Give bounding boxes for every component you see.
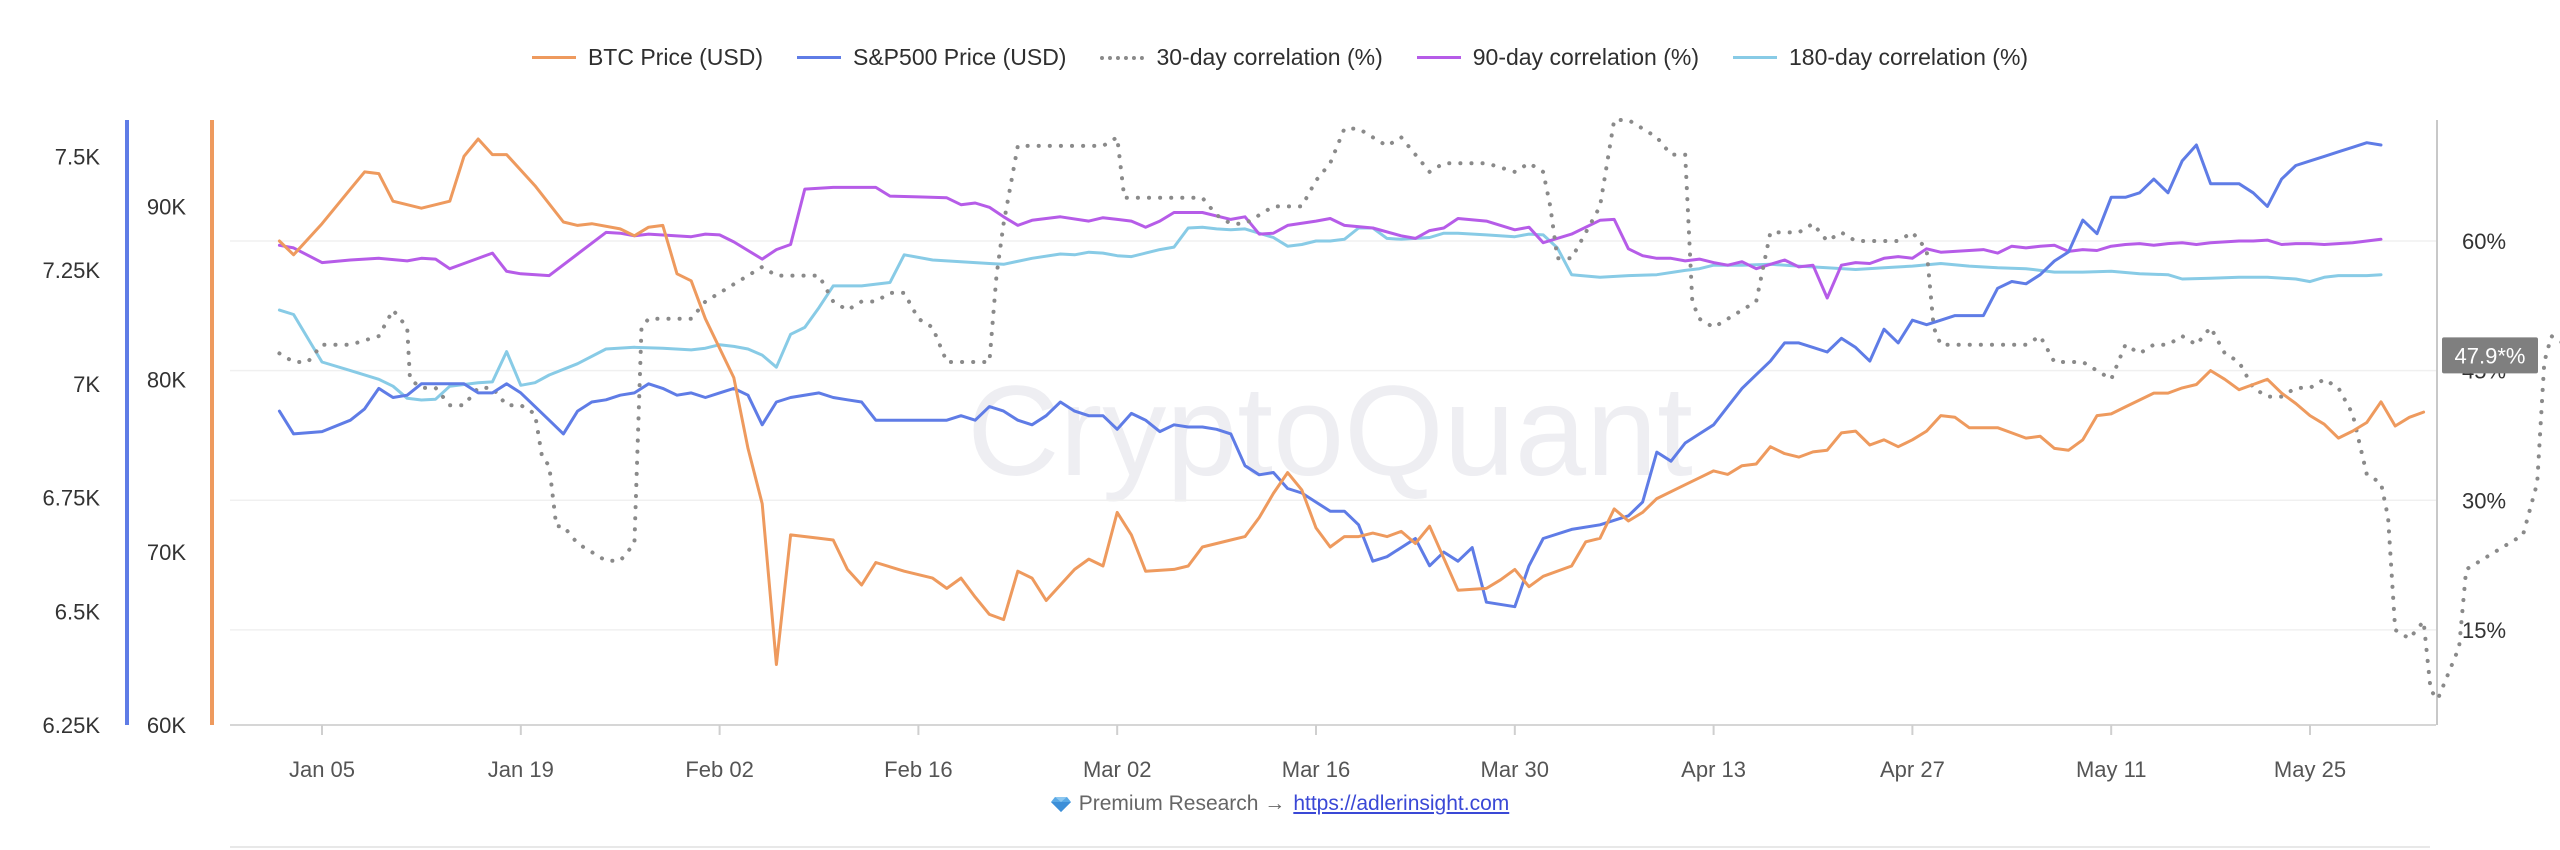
legend-label: 30-day correlation (%) bbox=[1156, 44, 1383, 70]
gridlines bbox=[230, 240, 2436, 631]
corr-axis-tick-label: 30% bbox=[2462, 488, 2506, 513]
current-value-badge bbox=[2442, 337, 2538, 374]
watermark: CryptoQuant bbox=[967, 360, 1693, 503]
sp500-axis-tick-label: 6.25K bbox=[43, 713, 101, 738]
chart-legend: BTC Price (USD) S&P500 Price (USD) 30-day … bbox=[0, 44, 2560, 71]
legend-swatch bbox=[1100, 55, 1145, 60]
x-axis-tick-label: Mar 16 bbox=[1282, 757, 1350, 782]
x-axis-tick-label: Jan 19 bbox=[488, 757, 554, 782]
value-labels: 47.9*% bbox=[2442, 337, 2538, 374]
sp500-axis-tick-label: 6.75K bbox=[43, 486, 101, 511]
btc-axis-tick-label: 80K bbox=[147, 367, 186, 392]
x-axis-tick-label: May 11 bbox=[2076, 757, 2147, 782]
footer-text: Premium Research → bbox=[1078, 792, 1286, 815]
legend-swatch bbox=[1733, 56, 1777, 59]
legend-swatch bbox=[797, 56, 841, 59]
legend-label: BTC Price (USD) bbox=[587, 44, 763, 70]
series-line-180-day-correlation bbox=[277, 225, 2383, 402]
btc-axis-tick-label: 90K bbox=[147, 194, 186, 219]
corr-axis-tick-label: 60% bbox=[2462, 229, 2506, 254]
series-group bbox=[277, 118, 2560, 702]
x-axis-tick-label: May 25 bbox=[2274, 757, 2346, 782]
gem-icon bbox=[1050, 797, 1071, 812]
x-axis-tick-label: Apr 27 bbox=[1880, 757, 1945, 782]
btc-axis-tick-label: 60K bbox=[147, 713, 186, 738]
legend-item-30-day-correlation[interactable]: 30-day correlation (%) bbox=[1100, 44, 1383, 71]
legend-swatch bbox=[531, 56, 576, 59]
bottom-divider bbox=[230, 846, 2430, 848]
current-value-label: 47.9*% bbox=[2455, 343, 2526, 368]
btc-axis-tick-label: 70K bbox=[147, 540, 186, 565]
x-axis-tick-label: Jan 05 bbox=[289, 757, 355, 782]
corr-axis-tick-label: 15% bbox=[2462, 618, 2506, 643]
sp500-axis-tick-label: 7.25K bbox=[43, 258, 101, 283]
sp500-axis-tick-label: 7K bbox=[73, 372, 100, 397]
footer: Premium Research → https://adlerinsight.… bbox=[0, 792, 2560, 816]
legend-item-90-day-correlation[interactable]: 90-day correlation (%) bbox=[1416, 44, 1699, 71]
sp500-axis-tick-label: 6.5K bbox=[55, 599, 101, 624]
sp500-axis-tick-label: 7.5K bbox=[55, 144, 101, 169]
series-line-30-day-correlation bbox=[277, 118, 2560, 702]
legend-item-btc-price-usd[interactable]: BTC Price (USD) bbox=[531, 44, 763, 71]
series-line-btc-price-usd bbox=[277, 137, 2426, 666]
series-line-90-day-correlation bbox=[277, 185, 2383, 300]
footer-link[interactable]: https://adlerinsight.com bbox=[1293, 792, 1510, 815]
series-line-sp500-price-usd bbox=[277, 141, 2383, 609]
x-axis-tick-label: Mar 30 bbox=[1481, 757, 1549, 782]
axes: 60%45%30%15%7.5K7.25K7K6.75K6.5K6.25K90K… bbox=[43, 120, 2506, 782]
x-axis-tick-label: Feb 16 bbox=[884, 757, 953, 782]
legend-label: S&P500 Price (USD) bbox=[853, 44, 1067, 70]
legend-label: 180-day correlation (%) bbox=[1789, 44, 2029, 70]
x-axis-tick-label: Mar 02 bbox=[1083, 757, 1151, 782]
legend-item-180-day-correlation[interactable]: 180-day correlation (%) bbox=[1733, 44, 2028, 71]
x-axis-tick-label: Apr 13 bbox=[1681, 757, 1746, 782]
legend-swatch bbox=[1416, 56, 1461, 59]
legend-item-sp500-price-usd[interactable]: S&P500 Price (USD) bbox=[797, 44, 1066, 71]
legend-label: 90-day correlation (%) bbox=[1472, 44, 1699, 70]
x-axis-tick-label: Feb 02 bbox=[685, 757, 754, 782]
